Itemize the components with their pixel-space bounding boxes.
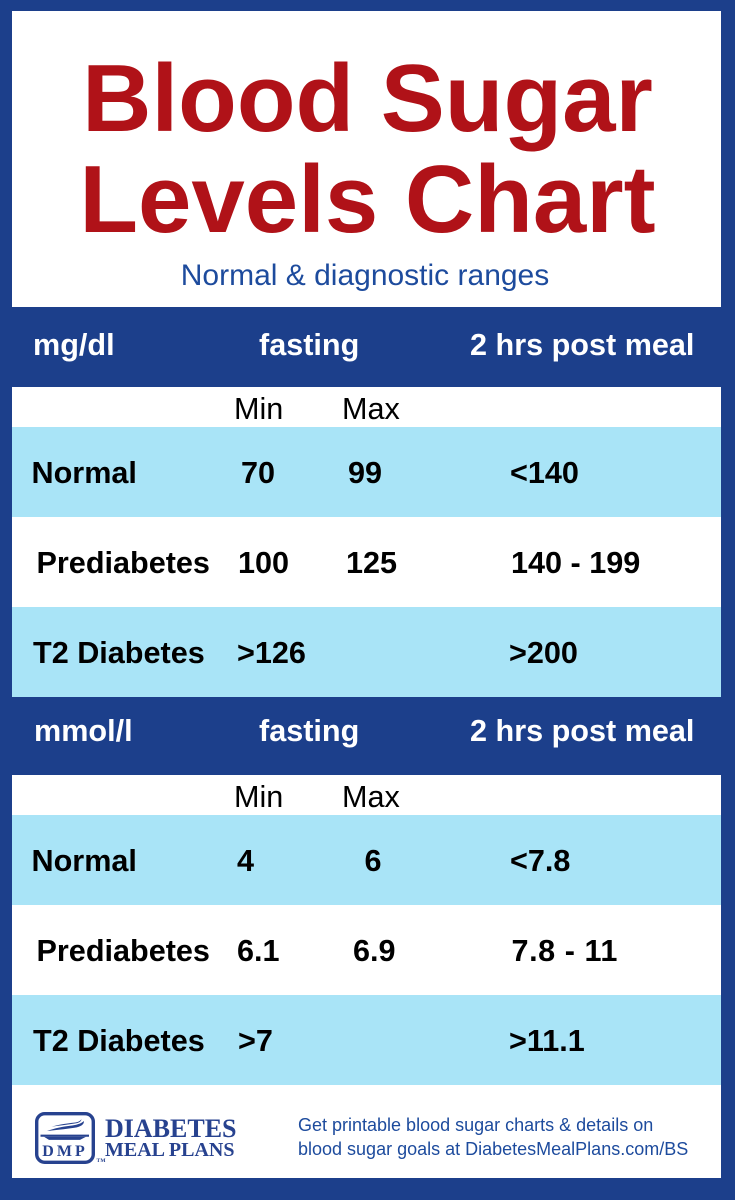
svg-text:DMP: DMP [42, 1143, 87, 1160]
